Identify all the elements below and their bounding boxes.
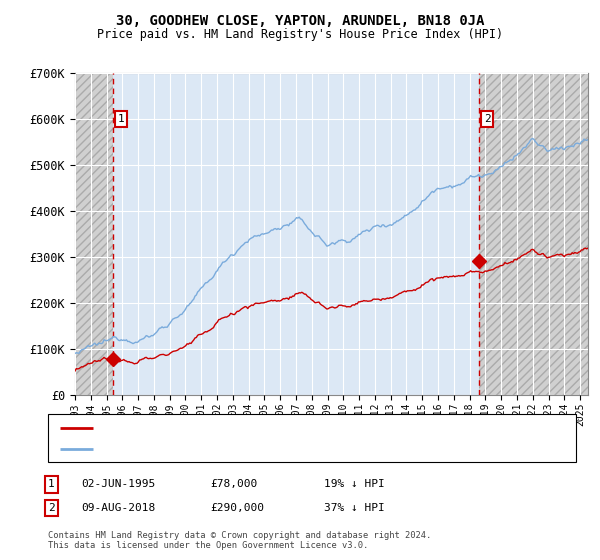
Text: 30, GOODHEW CLOSE, YAPTON, ARUNDEL, BN18 0JA (detached house): 30, GOODHEW CLOSE, YAPTON, ARUNDEL, BN18… (99, 423, 457, 433)
Text: £290,000: £290,000 (210, 503, 264, 513)
Bar (75, 73, 113, 395)
Text: 2: 2 (48, 503, 55, 513)
Text: 02-JUN-1995: 02-JUN-1995 (81, 479, 155, 489)
Text: 30, GOODHEW CLOSE, YAPTON, ARUNDEL, BN18 0JA: 30, GOODHEW CLOSE, YAPTON, ARUNDEL, BN18… (116, 14, 484, 28)
Text: 2: 2 (484, 114, 491, 124)
Text: 1: 1 (48, 479, 55, 489)
Text: Contains HM Land Registry data © Crown copyright and database right 2024.
This d: Contains HM Land Registry data © Crown c… (48, 531, 431, 550)
Text: 19% ↓ HPI: 19% ↓ HPI (324, 479, 385, 489)
Bar (479, 73, 588, 395)
Text: £78,000: £78,000 (210, 479, 257, 489)
Text: HPI: Average price, detached house, Arun: HPI: Average price, detached house, Arun (99, 444, 334, 454)
Text: 09-AUG-2018: 09-AUG-2018 (81, 503, 155, 513)
Text: Price paid vs. HM Land Registry's House Price Index (HPI): Price paid vs. HM Land Registry's House … (97, 28, 503, 41)
Text: 37% ↓ HPI: 37% ↓ HPI (324, 503, 385, 513)
Text: 1: 1 (118, 114, 125, 124)
